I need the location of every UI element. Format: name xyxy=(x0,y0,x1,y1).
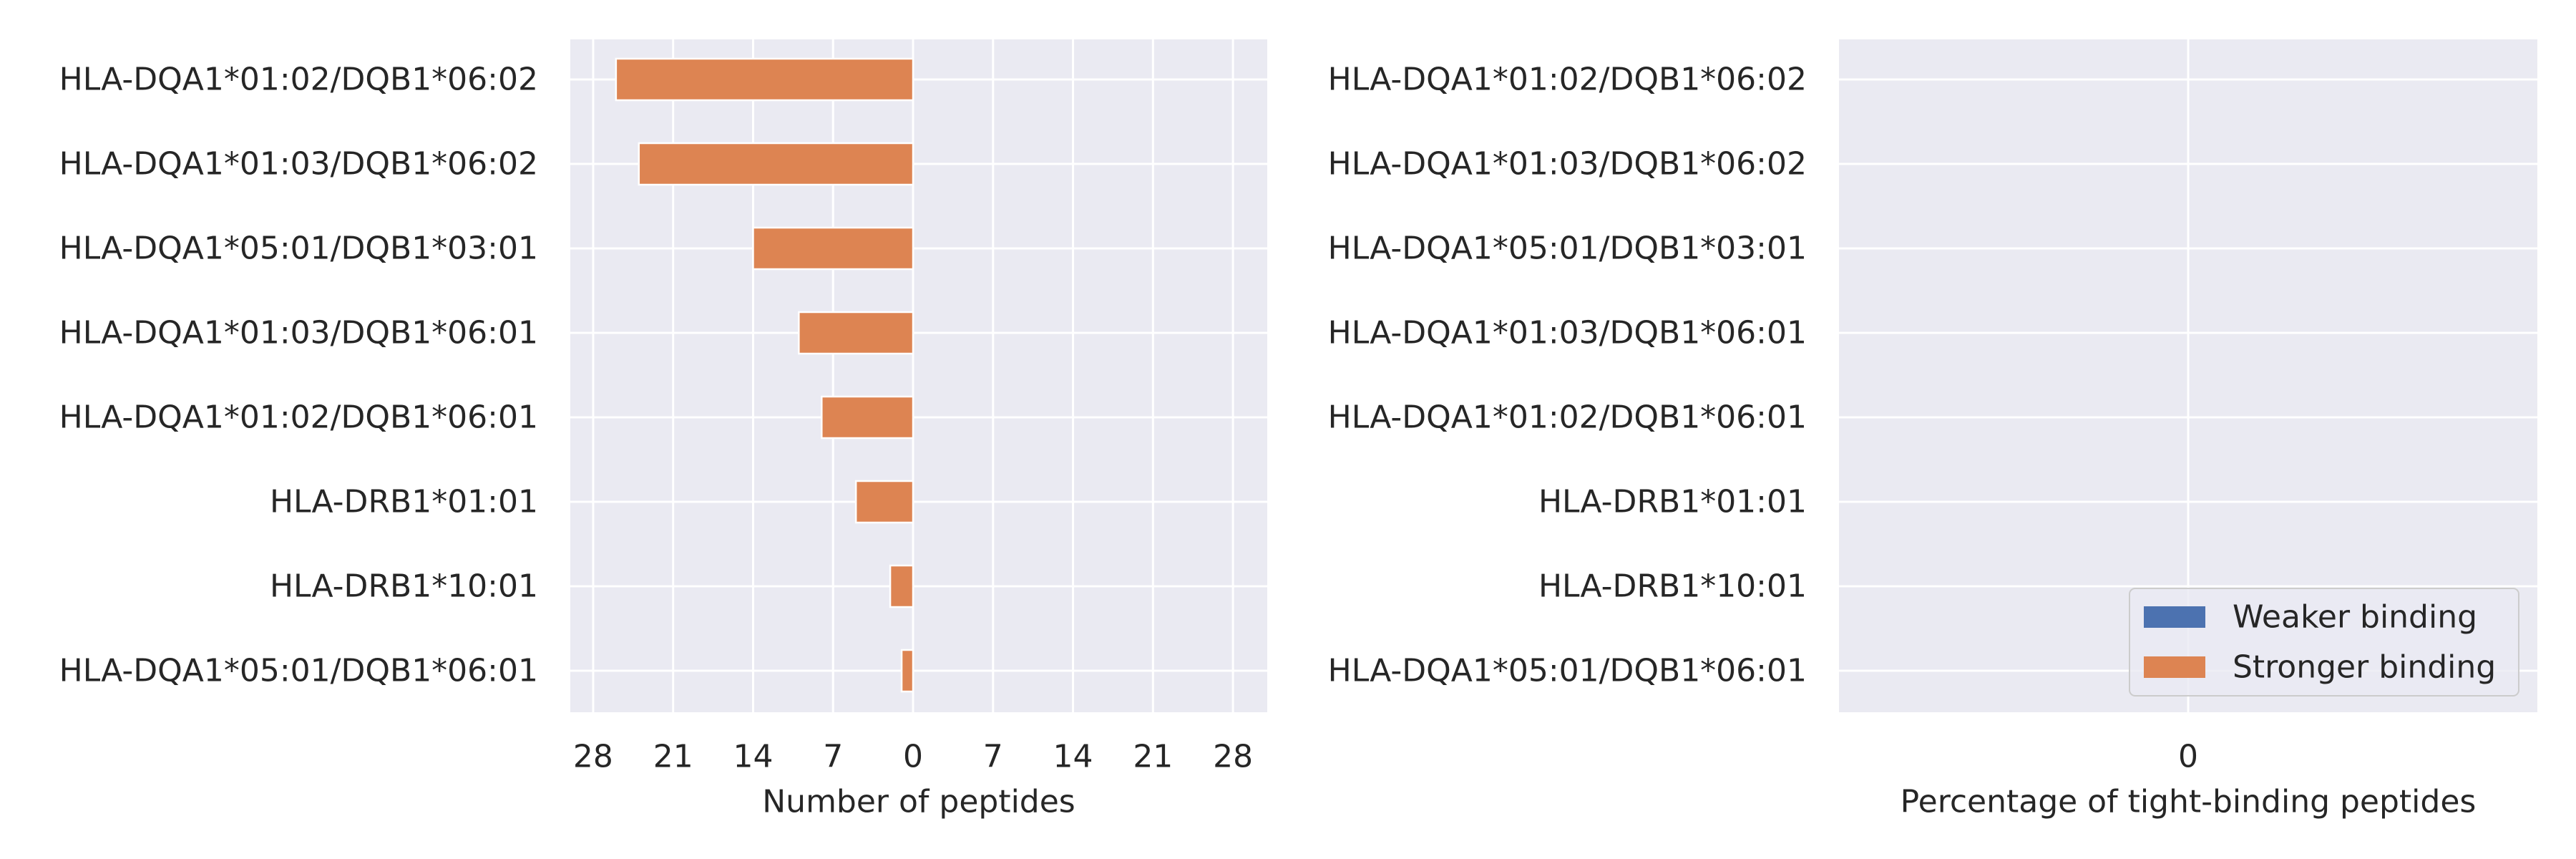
x-tick-label: 14 xyxy=(1053,739,1093,775)
y-tick-label: HLA-DQA1*01:03/DQB1*06:01 xyxy=(1328,315,1807,351)
x-axis-label: Number of peptides xyxy=(762,784,1075,820)
x-tick-label: 7 xyxy=(823,739,843,775)
bar-stronger-binding xyxy=(798,311,914,355)
x-tick-label: 7 xyxy=(983,739,1003,775)
bar-stronger-binding xyxy=(889,564,914,608)
legend-box xyxy=(2129,588,2519,697)
legend-swatch xyxy=(2144,656,2205,678)
bar-stronger-binding xyxy=(752,226,914,271)
x-axis-label: Percentage of tight-binding peptides xyxy=(1901,784,2477,820)
x-tick-label: 14 xyxy=(733,739,773,775)
x-tick-label: 28 xyxy=(1213,739,1253,775)
bar-stronger-binding xyxy=(900,649,914,693)
legend-label: Weaker binding xyxy=(2233,599,2477,636)
y-tick-label: HLA-DRB1*01:01 xyxy=(1538,484,1807,520)
legend-swatch xyxy=(2144,606,2205,628)
plot-area-1 xyxy=(570,39,1267,712)
y-tick-label: HLA-DQA1*05:01/DQB1*06:01 xyxy=(1328,653,1807,689)
y-tick-label: HLA-DQA1*01:02/DQB1*06:01 xyxy=(59,399,538,436)
y-tick-label: HLA-DRB1*10:01 xyxy=(1538,568,1807,605)
bar-stronger-binding xyxy=(821,395,914,440)
bar-stronger-binding xyxy=(615,57,914,102)
y-tick-label: HLA-DQA1*01:02/DQB1*06:02 xyxy=(1328,62,1807,98)
x-tick-label: 0 xyxy=(2178,739,2198,775)
y-tick-label: HLA-DQA1*01:03/DQB1*06:01 xyxy=(59,315,538,351)
y-tick-label: HLA-DRB1*01:01 xyxy=(270,484,538,520)
bar-stronger-binding xyxy=(854,480,914,524)
y-tick-label: HLA-DQA1*01:03/DQB1*06:02 xyxy=(1328,146,1807,183)
x-tick-label: 0 xyxy=(903,739,923,775)
x-tick-label: 21 xyxy=(1133,739,1173,775)
y-tick-label: HLA-DRB1*10:01 xyxy=(270,568,538,605)
y-tick-label: HLA-DQA1*01:03/DQB1*06:02 xyxy=(59,146,538,183)
x-tick-label: 21 xyxy=(653,739,693,775)
y-tick-label: HLA-DQA1*05:01/DQB1*03:01 xyxy=(59,230,538,267)
y-tick-label: HLA-DQA1*01:02/DQB1*06:01 xyxy=(1328,399,1807,436)
y-tick-label: HLA-DQA1*05:01/DQB1*06:01 xyxy=(59,653,538,689)
y-tick-label: HLA-DQA1*01:02/DQB1*06:02 xyxy=(59,62,538,98)
x-tick-label: 28 xyxy=(573,739,613,775)
bar-stronger-binding xyxy=(638,142,914,186)
y-tick-label: HLA-DQA1*05:01/DQB1*03:01 xyxy=(1328,230,1807,267)
legend-label: Stronger binding xyxy=(2233,649,2496,686)
